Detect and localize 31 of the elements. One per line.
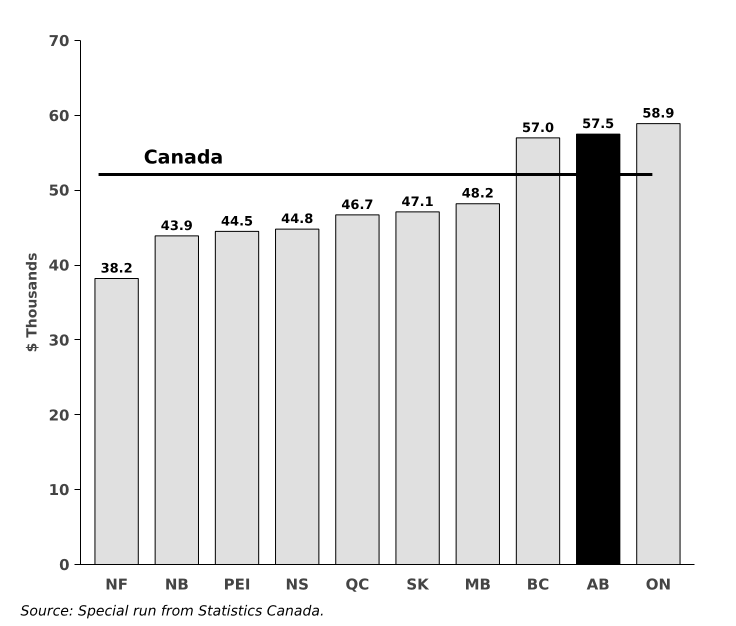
y-tick-label: 70 [48, 32, 70, 50]
y-tick-label: 40 [48, 256, 70, 275]
x-tick-label: NB [164, 576, 189, 594]
y-axis-title: $ Thousands [24, 252, 41, 352]
data-label: 38.2 [100, 262, 133, 277]
y-tick-label: 0 [59, 556, 70, 574]
y-tick-label: 60 [48, 106, 70, 125]
data-label: 57.0 [522, 120, 554, 136]
x-tick-label: SK [406, 576, 430, 594]
x-tick-label: PEI [224, 576, 250, 594]
y-tick-label: 50 [48, 182, 70, 200]
ref-line-label: Canada [144, 146, 224, 168]
x-tick-label: AB [586, 576, 610, 594]
y-tick-label: 10 [48, 481, 70, 500]
data-label: 43.9 [160, 218, 193, 234]
source-note: Source: Special run from Statistics Canada. [20, 604, 324, 620]
data-label: 47.1 [402, 194, 434, 210]
data-label: 44.5 [220, 214, 254, 230]
x-tick-label: NS [286, 576, 309, 594]
data-label: 44.8 [281, 212, 314, 228]
x-tick-label: BC [526, 576, 550, 594]
data-label: 46.7 [341, 198, 374, 213]
x-tick-label: ON [646, 576, 672, 594]
x-tick-label: QC [346, 576, 370, 594]
y-tick-label: 30 [48, 331, 70, 350]
data-label: 58.9 [642, 106, 674, 122]
data-label: 48.2 [462, 186, 494, 202]
x-tick-label: MB [464, 576, 491, 594]
y-tick-label: 20 [48, 406, 70, 424]
data-label: 57.5 [582, 117, 614, 132]
x-tick-label: NF [105, 576, 128, 594]
